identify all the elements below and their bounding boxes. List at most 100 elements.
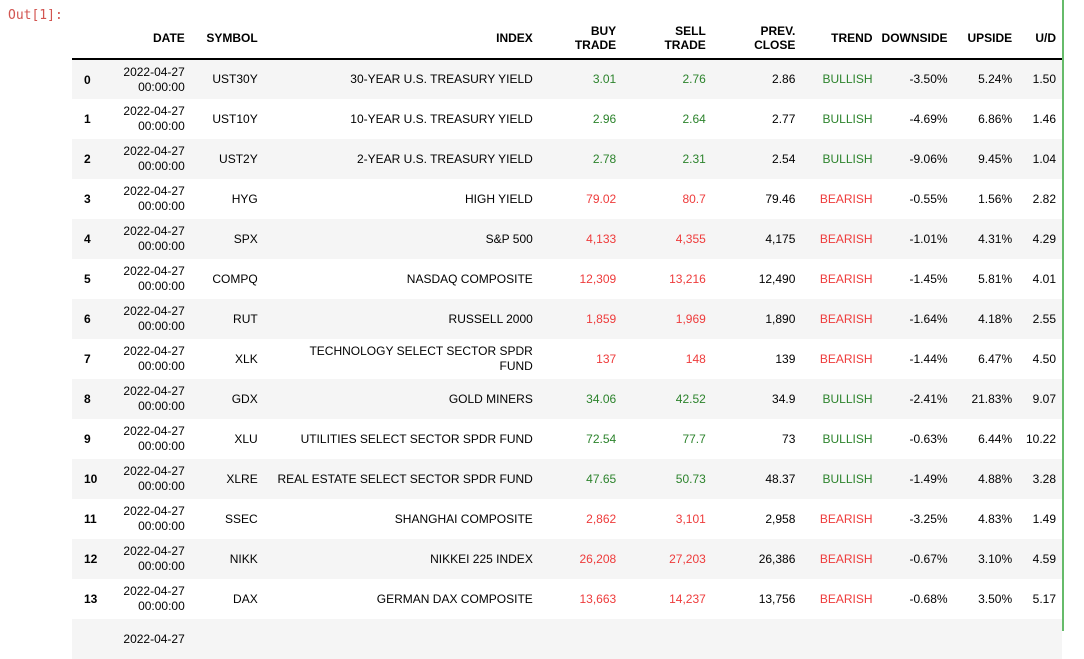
cell-date: 2022-04-27 00:00:00 <box>123 464 185 493</box>
cell-date: 2022-04-27 00:00:00 <box>123 144 185 173</box>
cell-symbol: SPX <box>233 231 258 246</box>
cell-prev-close: 79.46 <box>765 191 796 206</box>
row-index: 5 <box>84 272 91 286</box>
cell-date: 2022-04-27 00:00:00 <box>123 584 185 613</box>
cell-index-name: GOLD MINERS <box>448 391 533 406</box>
cell-sell-trade: 27,203 <box>669 551 706 566</box>
cell-date: 2022-04-27 00:00:00 <box>123 264 185 293</box>
cell-ud: 1.46 <box>1032 111 1056 126</box>
cell-prev-close: 4,175 <box>765 231 796 246</box>
cell-prev-close: 13,756 <box>758 591 796 606</box>
cell-sell-trade: 50.73 <box>675 471 706 486</box>
cell-downside <box>879 619 954 659</box>
cell-ud: 3.28 <box>1032 471 1056 486</box>
table-row: 13 2022-04-27 00:00:00 DAX GERMAN DAX CO… <box>72 579 1062 619</box>
cell-index-name <box>264 619 539 659</box>
cell-index-name: 30-YEAR U.S. TREASURY YIELD <box>350 72 533 86</box>
cell-trend: BEARISH <box>819 591 873 606</box>
cell-date: 2022-04-27 00:00:00 <box>123 104 185 133</box>
cell-ud: 1.49 <box>1032 511 1056 526</box>
cell-index-name: NIKKEI 225 INDEX <box>430 551 533 566</box>
cell-upside: 5.24% <box>978 72 1013 86</box>
cell-ud: 4.50 <box>1032 351 1056 366</box>
cell-sell-trade <box>622 619 712 659</box>
cell-sell-trade: 148 <box>685 351 706 366</box>
cell-upside: 6.86% <box>978 111 1013 126</box>
row-index: 7 <box>84 352 91 366</box>
row-index: 11 <box>84 512 97 526</box>
cell-ud: 5.17 <box>1032 591 1056 606</box>
cell-upside: 4.88% <box>978 471 1013 486</box>
cell-symbol: NIKK <box>229 551 258 566</box>
cell-date: 2022-04-27 00:00:00 <box>123 504 185 533</box>
row-index: 1 <box>84 112 91 126</box>
cell-ud: 4.59 <box>1032 551 1056 566</box>
cell-prev-close: 12,490 <box>758 271 796 286</box>
table-row: 1 2022-04-27 00:00:00 UST10Y 10-YEAR U.S… <box>72 99 1062 139</box>
col-header-index: INDEX <box>263 20 539 60</box>
table-row: 2022-04-27 <box>72 619 1062 659</box>
dataframe-output: DATE SYMBOL INDEX BUY TRADE SELL TRADE P… <box>72 20 1062 659</box>
cell-downside: -0.67% <box>909 551 948 566</box>
cell-date: 2022-04-27 00:00:00 <box>123 184 185 213</box>
cell-sell-trade: 2.64 <box>682 111 706 126</box>
cell-downside: -2.41% <box>909 391 948 406</box>
cell-symbol: RUT <box>233 311 258 326</box>
cell-upside: 1.56% <box>978 191 1013 206</box>
cell-downside: -1.49% <box>909 471 948 486</box>
col-header-buy-trade: BUY TRADE <box>538 20 623 60</box>
cell-ud: 1.04 <box>1032 151 1056 166</box>
cell-trend: BEARISH <box>819 351 873 366</box>
cell-trend: BEARISH <box>819 191 873 206</box>
cell-index-name: SHANGHAI COMPOSITE <box>394 511 533 526</box>
cell-prev-close: 1,890 <box>765 311 796 326</box>
cell-symbol: XLRE <box>226 471 258 486</box>
cell-downside: -0.55% <box>909 191 948 206</box>
col-header-sell-trade: SELL TRADE <box>622 20 712 60</box>
row-index: 6 <box>84 312 91 326</box>
cell-sell-trade: 2.31 <box>682 151 706 166</box>
cell-buy-trade: 3.01 <box>592 72 617 86</box>
cell-downside: -3.25% <box>909 511 948 526</box>
cell-ud: 4.01 <box>1032 271 1056 286</box>
cell-sell-trade: 1,969 <box>675 311 706 326</box>
cell-buy-trade: 13,663 <box>579 591 617 606</box>
cell-symbol: GDX <box>231 391 258 406</box>
table-row: 12 2022-04-27 00:00:00 NIKK NIKKEI 225 I… <box>72 539 1062 579</box>
cell-trend: BEARISH <box>819 311 873 326</box>
cell-trend <box>801 619 878 659</box>
row-index <box>72 619 114 659</box>
row-index: 4 <box>84 232 91 246</box>
cell-sell-trade: 2.76 <box>682 72 706 86</box>
cell-downside: -3.50% <box>909 72 948 86</box>
cell-symbol: HYG <box>231 191 258 206</box>
cell-upside: 6.44% <box>978 431 1013 446</box>
table-row: 5 2022-04-27 00:00:00 COMPQ NASDAQ COMPO… <box>72 259 1062 299</box>
cell-downside: -1.44% <box>909 351 948 366</box>
cell-ud: 1.50 <box>1032 72 1056 86</box>
cell-sell-trade: 3,101 <box>675 511 706 526</box>
cell-symbol: UST2Y <box>219 151 258 166</box>
cell-upside: 4.31% <box>978 231 1013 246</box>
cell-sell-trade: 14,237 <box>669 591 706 606</box>
cell-date: 2022-04-27 00:00:00 <box>123 304 185 333</box>
row-index: 12 <box>84 552 98 566</box>
cell-downside: -0.63% <box>909 431 948 446</box>
cell-trend: BULLISH <box>822 391 873 406</box>
cell-date: 2022-04-27 00:00:00 <box>123 424 185 453</box>
table-body: 0 2022-04-27 00:00:00 UST30Y 30-YEAR U.S… <box>72 59 1062 659</box>
cell-downside: -1.45% <box>909 271 948 286</box>
table-row: 3 2022-04-27 00:00:00 HYG HIGH YIELD 79.… <box>72 179 1062 219</box>
cell-prev-close: 2.86 <box>772 72 796 86</box>
cell-trend: BEARISH <box>819 511 873 526</box>
cell-index-name: TECHNOLOGY SELECT SECTOR SPDR FUND <box>309 344 533 373</box>
cell-symbol: UST10Y <box>212 111 258 126</box>
cell-buy-trade: 72.54 <box>586 431 617 446</box>
cell-index-name: NASDAQ COMPOSITE <box>406 271 533 286</box>
cell-upside: 3.10% <box>978 551 1013 566</box>
cell-buy-trade: 1,859 <box>586 311 617 326</box>
cell-upside: 4.83% <box>978 511 1013 526</box>
cell-date: 2022-04-27 00:00:00 <box>123 224 185 253</box>
cell-trend: BEARISH <box>819 231 873 246</box>
cell-sell-trade: 80.7 <box>682 191 706 206</box>
